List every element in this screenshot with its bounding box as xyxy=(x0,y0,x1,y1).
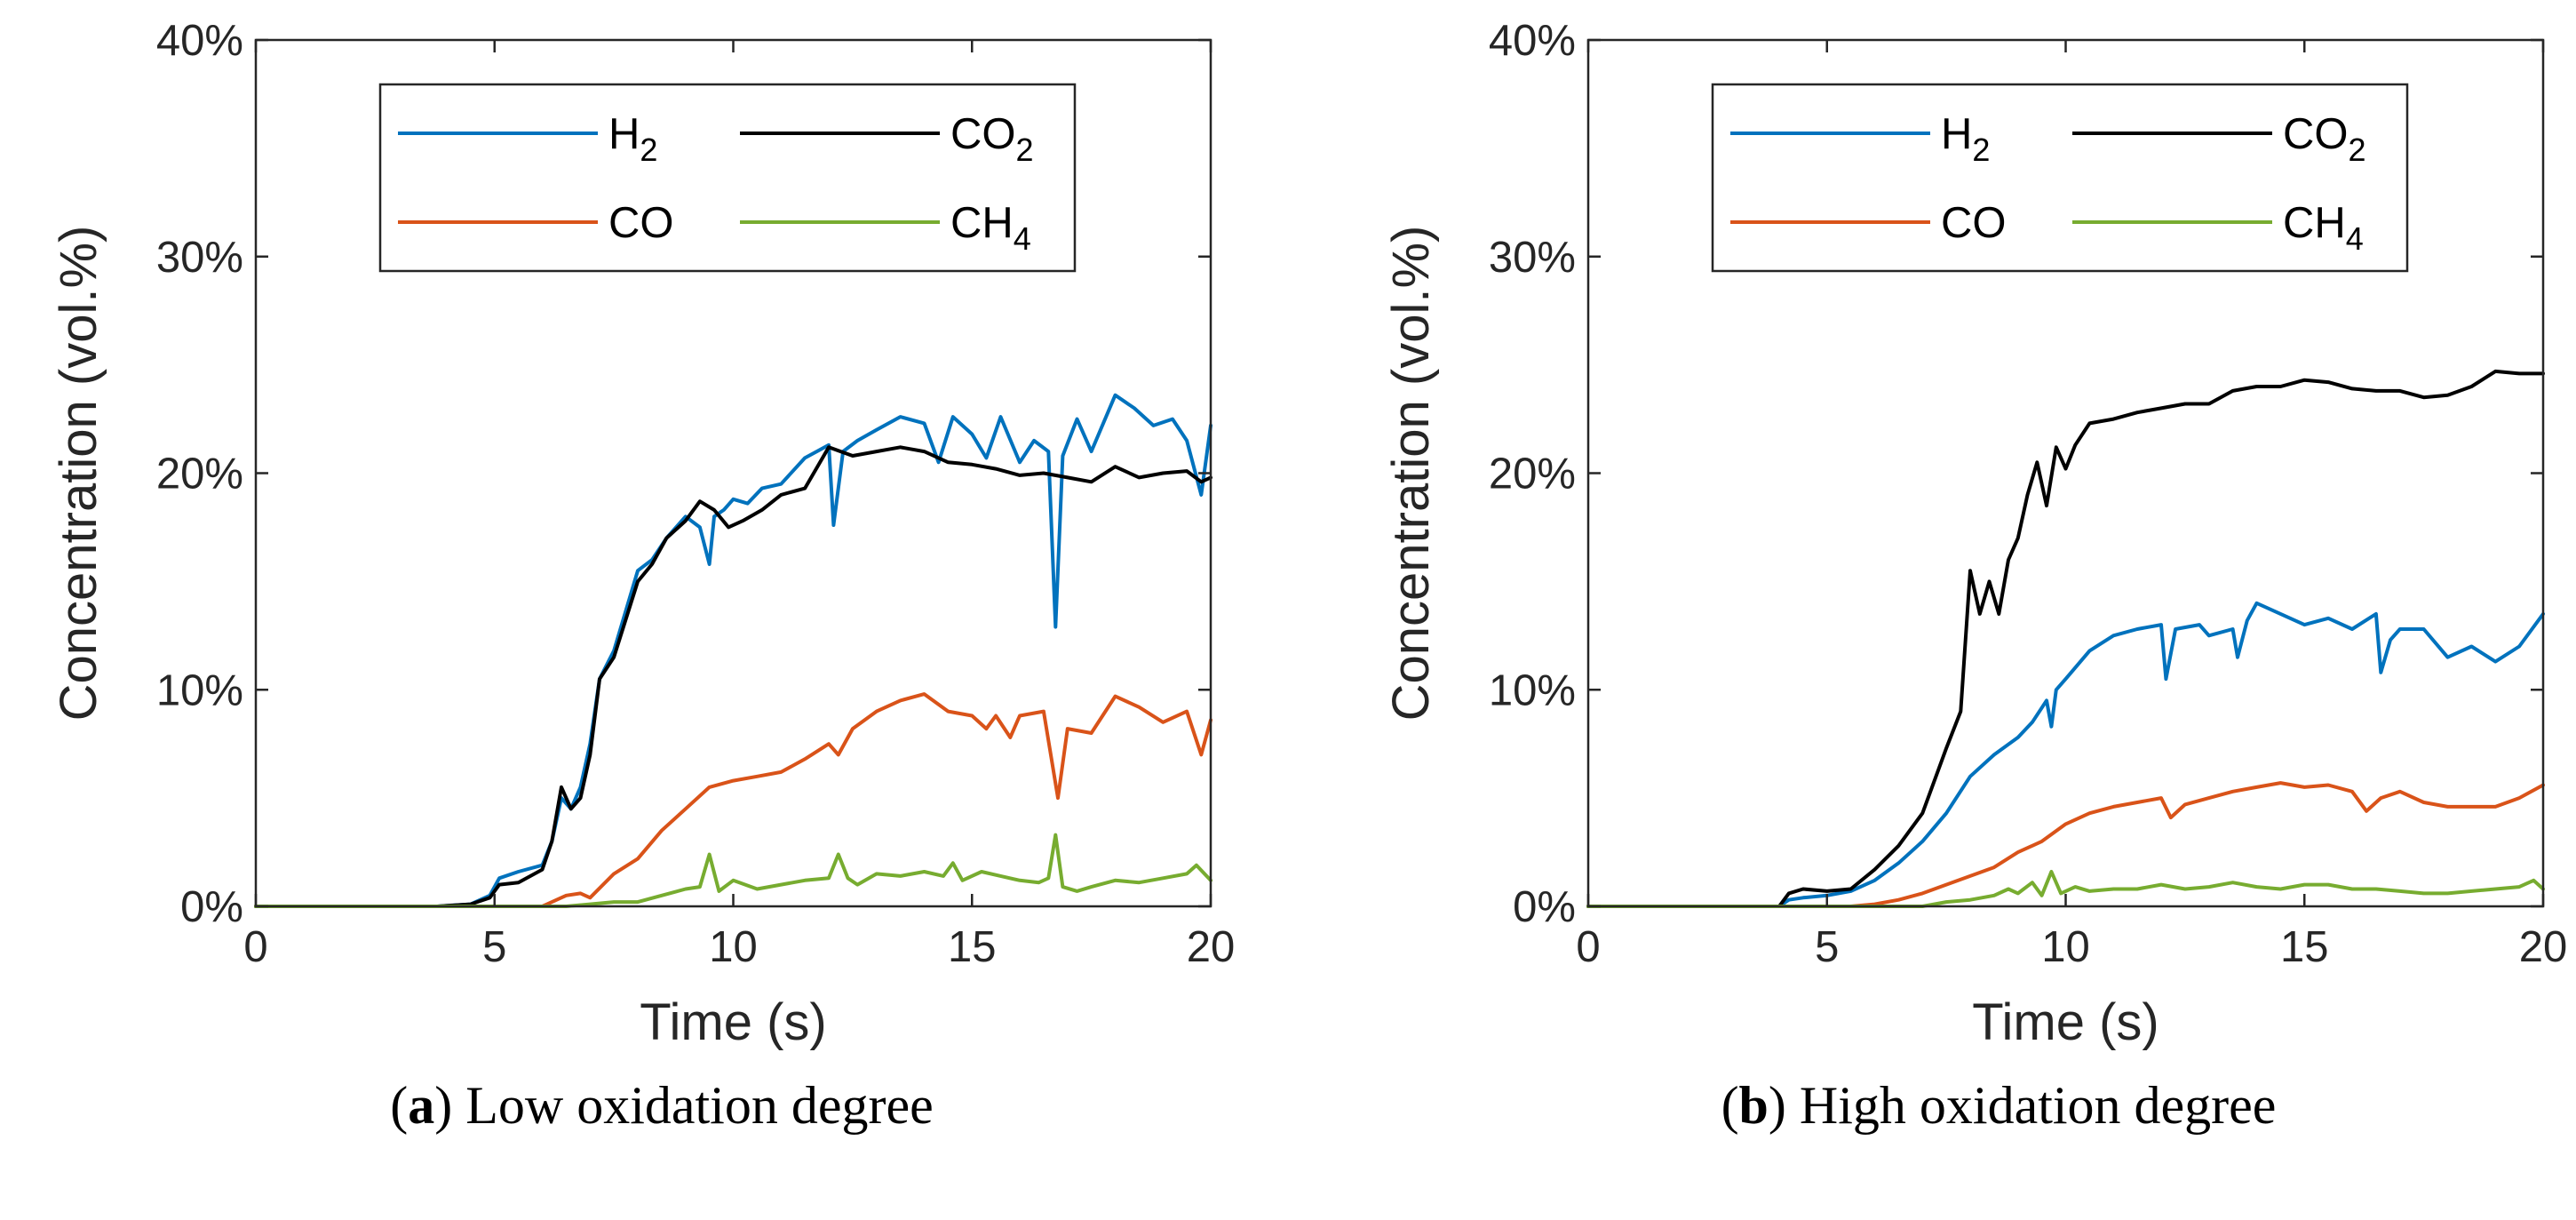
y-tick-label: 10% xyxy=(1489,666,1576,714)
x-tick-label: 0 xyxy=(243,923,267,971)
y-tick-label: 30% xyxy=(1489,234,1576,282)
caption-b-label: b xyxy=(1738,1076,1769,1135)
series-line-ch4 xyxy=(254,833,1212,908)
x-tick-label: 20 xyxy=(2519,923,2568,971)
legend-label-co2: CO2 xyxy=(950,110,1034,168)
x-tick-label: 10 xyxy=(709,923,758,971)
series-line-h2 xyxy=(1586,601,2545,908)
plot-area xyxy=(254,393,1212,908)
y-tick-label: 10% xyxy=(156,666,243,714)
legend-label-ch4: CH4 xyxy=(950,199,1031,257)
legend-label-co2: CO2 xyxy=(2283,110,2366,168)
caption-b-text: High oxidation degree xyxy=(1799,1076,2277,1135)
series-line-h2 xyxy=(254,393,1212,908)
series-line-ch4 xyxy=(1586,870,2545,908)
y-tick-label: 0% xyxy=(180,883,243,931)
x-tick-label: 5 xyxy=(482,923,506,971)
caption-b: (b) High oxidation degree xyxy=(1721,1076,2277,1135)
caption-a-text: Low oxidation degree xyxy=(465,1076,934,1135)
x-axis-label: Time (s) xyxy=(640,993,826,1051)
x-tick-label: 0 xyxy=(1576,923,1600,971)
y-tick-label: 0% xyxy=(1513,883,1576,931)
x-tick-label: 15 xyxy=(948,923,997,971)
legend: H2 CO2 CO CH4 xyxy=(1711,83,2409,273)
legend-label-h2: H2 xyxy=(608,110,657,168)
series-line-co xyxy=(254,692,1212,908)
legend-label-co: CO xyxy=(1941,199,2007,247)
legend-box xyxy=(378,83,1077,273)
plot-area xyxy=(1586,369,2545,908)
y-tick-label: 40% xyxy=(1489,17,1576,65)
caption-a: (a) Low oxidation degree xyxy=(390,1076,934,1135)
legend-label-co: CO xyxy=(608,199,674,247)
chart-panel-b: 0% 10% 20% 30% 40% 0 5 10 15 20 Time (s) Concentrat… xyxy=(1382,17,2568,1051)
series-line-co xyxy=(1586,781,2545,908)
chart-panel-a: 0% 10% 20% 30% 40% 0 5 10 15 20 Time (s) Concentrat… xyxy=(50,17,1236,1051)
series-line-co2 xyxy=(254,445,1212,908)
legend-label-h2: H2 xyxy=(1941,110,1990,168)
x-tick-label: 10 xyxy=(2041,923,2090,971)
x-tick-label: 20 xyxy=(1187,923,1236,971)
y-tick-label: 20% xyxy=(1489,451,1576,498)
y-tick-label: 40% xyxy=(156,17,243,65)
y-axis-label: Concentration (vol.%) xyxy=(1382,226,1440,722)
legend-label-ch4: CH4 xyxy=(2283,199,2364,257)
x-tick-label: 5 xyxy=(1815,923,1839,971)
y-axis-label: Concentration (vol.%) xyxy=(50,226,107,722)
y-tick-label: 30% xyxy=(156,234,243,282)
x-tick-label: 15 xyxy=(2280,923,2329,971)
x-axis-label: Time (s) xyxy=(1972,993,2159,1051)
series-line-co2 xyxy=(1586,369,2545,908)
y-tick-label: 20% xyxy=(156,451,243,498)
legend-box xyxy=(1711,83,2409,273)
legend: H2 CO2 CO CH4 xyxy=(378,83,1077,273)
caption-a-label: a xyxy=(408,1076,435,1135)
